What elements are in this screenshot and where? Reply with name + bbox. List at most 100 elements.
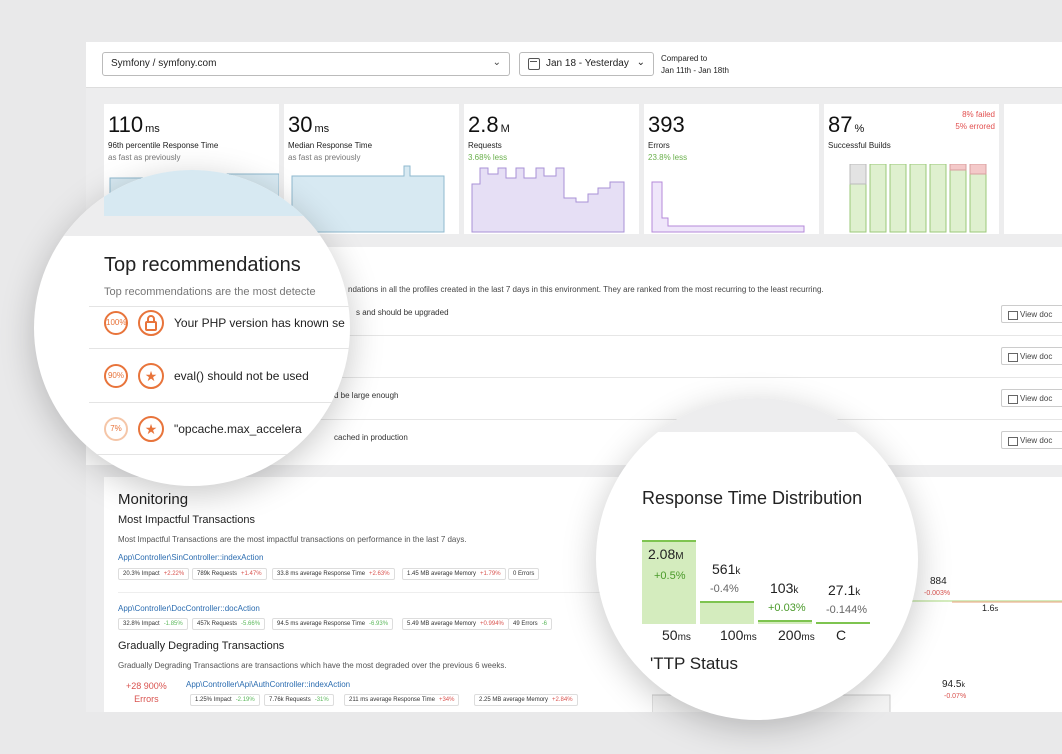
side-value: 884 bbox=[930, 576, 947, 587]
lock-icon bbox=[138, 310, 164, 336]
degrading-title: Gradually Degrading Transactions bbox=[118, 640, 285, 652]
bar-delta-label: -0.144% bbox=[826, 604, 867, 616]
bucket-label: 200ms bbox=[778, 627, 815, 643]
metric-chip: 789k Requests +1.47% bbox=[192, 568, 267, 580]
distribution-bar[interactable]: 2.08M +0.5% bbox=[642, 540, 696, 624]
metric-chip: 1.25% Impact -2.19% bbox=[190, 694, 260, 706]
side-delta: -0.003% bbox=[924, 590, 951, 597]
recurrence-percent: 7% bbox=[104, 417, 128, 441]
builds-bars bbox=[849, 164, 987, 233]
bucket-label: C bbox=[836, 627, 847, 643]
kpi-label: Median Response Time bbox=[288, 141, 373, 150]
kpi-sub: 23.8% less bbox=[648, 153, 688, 162]
bar-delta-label: -0.4% bbox=[710, 583, 739, 595]
recommendations-description: Top recommendations are the most detecte bbox=[104, 286, 316, 298]
view-doc-button[interactable]: View doc bbox=[1001, 431, 1062, 449]
kpi-label: Errors bbox=[648, 141, 670, 150]
metric-chip: 2.25 MB average Memory +2.84% bbox=[474, 694, 578, 706]
compared-range: Jan 11th - Jan 18th bbox=[661, 66, 729, 75]
metric-chip: 211 ms average Response Time +34% bbox=[344, 694, 460, 706]
star-icon: ★ bbox=[138, 363, 164, 389]
metric-chip: 1.45 MB average Memory +1.79% bbox=[402, 568, 506, 580]
kpi-card-requests[interactable]: 2.8 M Requests 3.68% less bbox=[464, 104, 639, 234]
recommendation-text: eval() should not be used bbox=[174, 369, 309, 383]
distribution-title: Response Time Distribution bbox=[642, 488, 863, 508]
rec-text-rest: s and should be upgraded bbox=[356, 308, 449, 317]
project-select-label: Symfony / symfony.com bbox=[111, 58, 217, 69]
view-doc-button[interactable]: View doc bbox=[1001, 347, 1062, 365]
builds-failed: 8% failed 5% errored bbox=[955, 110, 995, 131]
toolbar: Symfony / symfony.com ⌄ Jan 18 - Yesterd… bbox=[86, 42, 1062, 88]
side-value: 94.5k bbox=[942, 679, 965, 690]
recurrence-percent: 100% bbox=[104, 311, 128, 335]
monitoring-title: Monitoring bbox=[118, 491, 189, 508]
kpi-label: 96th percentile Response Time bbox=[108, 141, 219, 150]
metric-chip: 32.8% Impact -1.85% bbox=[118, 618, 188, 630]
date-range-label: Jan 18 - Yesterday bbox=[546, 58, 629, 69]
metric-chip: 7.76k Requests -31% bbox=[264, 694, 334, 706]
kpi-sparkline bbox=[651, 181, 805, 233]
kpi-label: Requests bbox=[468, 141, 502, 150]
recommendation-item[interactable]: 100% Your PHP version has known se bbox=[104, 310, 350, 341]
side-delta: -0.07% bbox=[944, 693, 967, 700]
kpi-value: 30 ms bbox=[288, 112, 330, 137]
view-doc-button[interactable]: View doc bbox=[1001, 305, 1062, 323]
recommendations-description-rest: ndations in all the profiles created in … bbox=[348, 285, 824, 294]
bar-delta-label: +0.5% bbox=[654, 570, 686, 582]
recommendations-title: Top recommendations bbox=[104, 254, 301, 276]
calendar-icon bbox=[528, 58, 540, 70]
kpi-card-builds[interactable]: 87% Successful Builds 8% failed 5% errore… bbox=[824, 104, 999, 234]
metric-chip: 33.8 ms average Response Time +2.63% bbox=[272, 568, 395, 580]
degrading-description: Gradually Degrading Transactions are tra… bbox=[118, 661, 507, 670]
kpi-card-errors[interactable]: 393 Errors 23.8% less bbox=[644, 104, 819, 234]
view-doc-button[interactable]: View doc bbox=[1001, 389, 1062, 407]
bar-count-label: 103k bbox=[770, 580, 799, 596]
metric-chip: 457k Requests -5.66% bbox=[192, 618, 266, 630]
compared-label: Compared to bbox=[661, 54, 708, 63]
distribution-bars: 2.08M +0.5% bbox=[642, 540, 918, 624]
kpi-sub: 3.68% less bbox=[468, 153, 508, 162]
transaction-link[interactable]: App\Controller\Api\AuthController::index… bbox=[186, 680, 351, 689]
star-icon: ★ bbox=[138, 416, 164, 442]
bar-count-label: 561k bbox=[712, 561, 741, 577]
distribution-bar[interactable] bbox=[816, 622, 870, 624]
kpi-sub: as fast as previously bbox=[108, 153, 181, 162]
bucket-label: 50ms bbox=[662, 627, 691, 643]
metric-chip: 20.3% Impact +2.22% bbox=[118, 568, 190, 580]
distribution-bar[interactable] bbox=[700, 601, 754, 624]
transaction-link[interactable]: App\Controller\DocController::docAction bbox=[118, 604, 260, 613]
impactful-title: Most Impactful Transactions bbox=[118, 514, 255, 526]
kpi-value: 2.8 M bbox=[468, 112, 510, 137]
project-select[interactable]: Symfony / symfony.com ⌄ bbox=[102, 52, 510, 76]
kpi-value: 393 bbox=[648, 112, 685, 137]
rec-text-rest: cached in production bbox=[334, 433, 408, 442]
http-status-title: 'TTP Status bbox=[650, 654, 738, 673]
bar-count-label: 27.1k bbox=[828, 582, 861, 598]
kpi-label: Successful Builds bbox=[828, 141, 891, 150]
distribution-magnifier: Response Time Distribution 2.08M +0.5% 'T… bbox=[596, 398, 918, 720]
degrading-change: +28 900% Errors bbox=[126, 681, 167, 704]
recommendation-text: "opcache.max_accelera bbox=[174, 422, 302, 436]
kpi-sub: as fast as previously bbox=[288, 153, 361, 162]
kpi-value: 110 ms bbox=[108, 112, 160, 137]
impactful-description: Most Impactful Transactions are the most… bbox=[118, 535, 467, 544]
date-range-select[interactable]: Jan 18 - Yesterday ⌄ bbox=[519, 52, 654, 76]
kpi-sparkline bbox=[471, 167, 625, 233]
kpi-card-extra bbox=[1004, 104, 1062, 234]
metric-chip: 49 Errors -6 bbox=[508, 618, 553, 630]
recommendation-item[interactable]: 7% ★ "opcache.max_accelera bbox=[104, 416, 350, 447]
sparkline-fragment bbox=[104, 170, 304, 216]
recommendation-item[interactable]: 90% ★ eval() should not be used bbox=[104, 363, 350, 394]
metric-chip: 0 Errors bbox=[508, 568, 540, 580]
kpi-value: 87% bbox=[828, 112, 865, 137]
recurrence-percent: 90% bbox=[104, 364, 128, 388]
monitoring-panel: Monitoring Most Impactful Transactions M… bbox=[104, 477, 1062, 712]
recommendations-magnifier: Top recommendations Top recommendations … bbox=[34, 170, 350, 486]
bar-count-label: 2.08M bbox=[648, 546, 684, 562]
distribution-bar[interactable] bbox=[758, 620, 812, 624]
chevron-down-icon: ⌄ bbox=[636, 57, 645, 68]
transaction-link[interactable]: App\Controller\SinController::indexActio… bbox=[118, 553, 264, 562]
bar-delta-label: +0.03% bbox=[768, 602, 806, 614]
side-value: 1.6s bbox=[982, 603, 999, 613]
rec-text-rest: d be large enough bbox=[334, 391, 399, 400]
